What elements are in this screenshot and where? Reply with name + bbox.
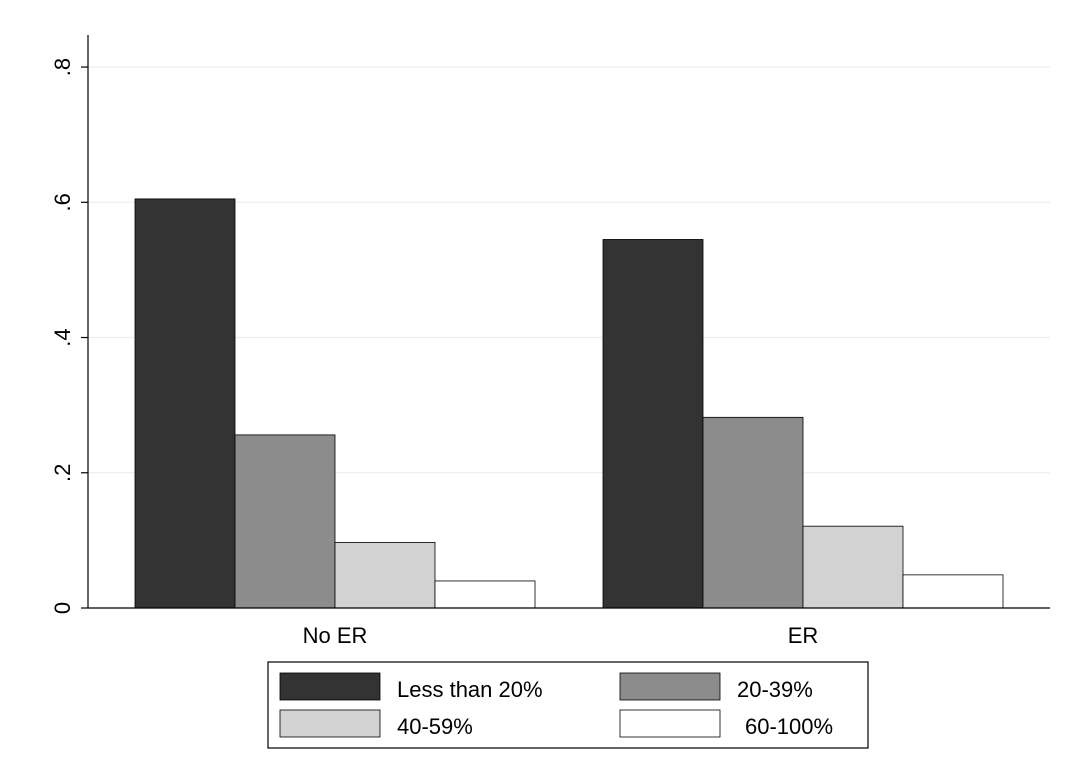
legend-swatch	[279, 672, 381, 701]
bar-er-series-0	[602, 239, 704, 609]
legend-label: 60-100%	[745, 714, 833, 739]
bar-no-er-series-0	[134, 198, 236, 609]
category-label: ER	[788, 623, 819, 648]
y-tick-label: .8	[50, 58, 75, 76]
bars	[134, 198, 1004, 609]
legend-label: 20-39%	[737, 677, 813, 702]
category-label: No ER	[303, 623, 368, 648]
legend-label: 40-59%	[397, 714, 473, 739]
legend-label: Less than 20%	[397, 677, 543, 702]
bar-er-series-3	[902, 574, 1004, 609]
bar-no-er-series-1	[234, 434, 336, 609]
axes: No ER ER 0 .2 .4 .6 .8	[50, 35, 1050, 648]
legend: Less than 20% 20-39% 40-59% 60-100%	[267, 661, 869, 749]
bar-no-er-series-3	[434, 580, 536, 609]
y-tick-label: .6	[50, 193, 75, 211]
gridlines	[88, 66, 1050, 474]
bar-er-series-2	[802, 525, 904, 609]
legend-swatch	[279, 709, 381, 738]
y-tick-label: 0	[50, 602, 75, 614]
bar-er-series-1	[702, 416, 804, 609]
legend-swatch	[619, 672, 721, 701]
bar-no-er-series-2	[334, 542, 436, 609]
y-tick-label: .2	[50, 464, 75, 482]
y-tick-label: .4	[50, 328, 75, 346]
legend-swatch	[619, 709, 721, 738]
